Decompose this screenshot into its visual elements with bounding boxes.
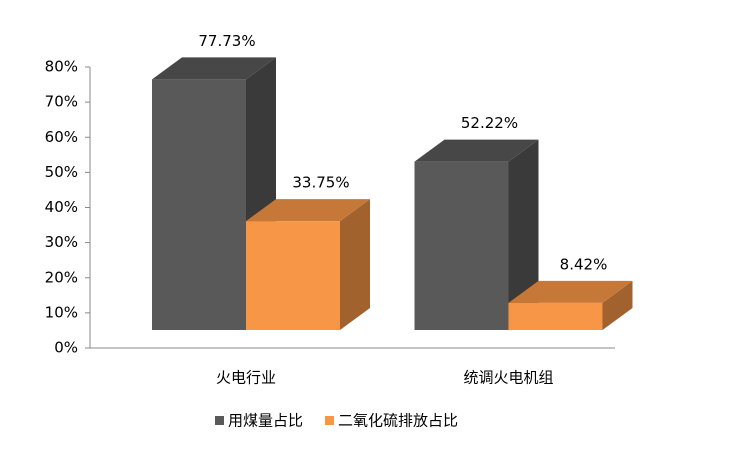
bar-face — [340, 199, 370, 330]
x-tick-label: 火电行业 — [216, 369, 276, 387]
bar-face — [414, 139, 539, 162]
legend-label: 用煤量占比 — [228, 412, 303, 430]
y-tick-label: 0% — [54, 339, 78, 357]
value-label: 33.75% — [292, 174, 349, 192]
bar-face — [152, 79, 246, 331]
y-tick-label: 60% — [45, 128, 78, 146]
x-tick-label: 统调火电机组 — [463, 369, 553, 387]
bar — [414, 139, 539, 330]
y-tick-label: 40% — [45, 198, 78, 216]
y-tick-label: 30% — [45, 233, 78, 251]
bar-face — [602, 280, 633, 330]
y-tick-label: 20% — [45, 268, 78, 286]
legend-swatch — [215, 416, 224, 425]
y-tick-label: 70% — [45, 93, 78, 111]
value-label: 77.73% — [198, 32, 255, 50]
value-label: 52.22% — [461, 114, 518, 132]
bar-face — [152, 57, 276, 80]
bar-face — [508, 302, 603, 330]
y-tick-label: 10% — [45, 303, 78, 321]
legend-swatch — [325, 416, 335, 425]
y-tick-label: 80% — [45, 58, 78, 76]
legend-label: 二氧化硫排放占比 — [338, 412, 458, 430]
bar — [246, 199, 370, 330]
bar-face — [508, 139, 539, 330]
bar-face — [246, 221, 340, 330]
y-tick-label: 50% — [45, 163, 78, 181]
bar-face — [508, 280, 633, 303]
value-label: 8.42% — [560, 255, 608, 273]
bar-face — [414, 161, 509, 330]
bar-face — [246, 199, 370, 222]
bar — [508, 280, 633, 330]
